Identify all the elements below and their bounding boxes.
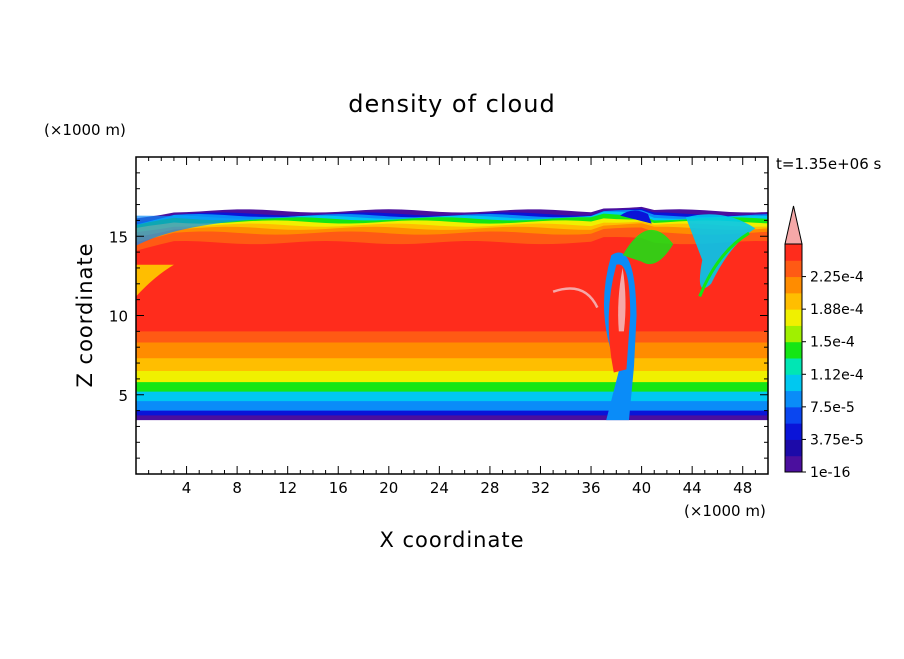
x-tick-label: 32: [531, 479, 550, 497]
colorbar-swatch: [785, 374, 802, 392]
colorbar-swatch: [785, 439, 802, 457]
x-tick-label: 8: [232, 479, 242, 497]
x-axis-label: X coordinate: [379, 528, 524, 552]
cloud-feature: [622, 229, 674, 265]
x-tick-label: 24: [430, 479, 449, 497]
cloud-feature: [685, 214, 756, 289]
colorbar-swatch: [785, 309, 802, 326]
x-tick-label: 28: [480, 479, 499, 497]
colorbar-swatch: [785, 341, 802, 359]
cloud-features: [136, 210, 756, 421]
cloud-feature: [136, 215, 313, 246]
y-axis-label: Z coordinate: [73, 242, 97, 387]
chart-title: density of cloud: [348, 90, 555, 118]
colorbar-swatch: [785, 423, 802, 440]
x-axis: 4 8 12 16 20 24 28 32 36 40 44 48: [148, 157, 756, 497]
y-axis: 5 10 15: [109, 172, 768, 459]
colorbar-swatch: [785, 260, 802, 278]
x-tick-label: 16: [329, 479, 348, 497]
x-tick-label: 12: [278, 479, 297, 497]
colorbar-swatch: [785, 325, 802, 343]
cloud-feature: [136, 264, 174, 297]
colorbar-swatch: [785, 406, 802, 424]
colorbar-swatch: [785, 455, 802, 473]
x-tick-label: 48: [733, 479, 752, 497]
colorbar-tick-label: 1.88e-4: [810, 302, 864, 318]
colorbar-tick-label: 1e-16: [810, 465, 850, 481]
colorbar-tick-label: 7.5e-5: [810, 400, 855, 416]
y-unit-label: (×1000 m): [44, 121, 126, 139]
field-layer: [136, 236, 768, 332]
x-tick-label: 44: [683, 479, 702, 497]
colorbar-tick-label: 3.75e-5: [810, 432, 864, 448]
colorbar-tick-label: 2.25e-4: [810, 270, 864, 286]
colorbar-frame: [784, 243, 803, 473]
cloud-feature: [620, 210, 652, 224]
y-tick-label: 5: [118, 387, 128, 405]
x-tick-label: 20: [379, 479, 398, 497]
colorbar-swatch: [785, 390, 802, 408]
y-tick-label: 10: [109, 308, 128, 326]
colorbar-tick-label: 1.5e-4: [810, 335, 855, 351]
colorbar-swatch: [785, 244, 802, 261]
cloud-feature: [552, 287, 599, 309]
colorbar-extend-arrow: [784, 205, 803, 245]
colorbar-swatch: [785, 292, 802, 310]
x-tick-label: 40: [632, 479, 651, 497]
colorbar-swatch: [785, 276, 802, 294]
x-unit-label: (×1000 m): [684, 502, 766, 520]
cloud-feature: [618, 267, 626, 332]
density-field: [136, 206, 768, 421]
y-tick-label: 15: [109, 228, 128, 246]
colorbar-tick-label: 1.12e-4: [810, 367, 864, 383]
colorbar-swatch: [785, 358, 802, 375]
cloud-feature: [698, 231, 750, 298]
x-tick-label: 4: [182, 479, 192, 497]
time-label: t=1.35e+06 s: [776, 155, 882, 173]
colorbar: 1e-16 3.75e-5 7.5e-5 1.12e-4 1.5e-4 1.88e-4 2.…: [784, 205, 864, 481]
x-tick-label: 36: [581, 479, 600, 497]
